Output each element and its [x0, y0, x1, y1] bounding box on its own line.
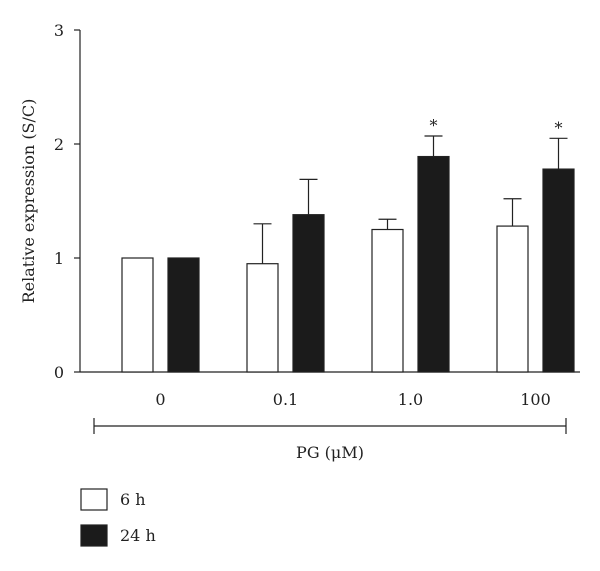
bar-24h: [542, 168, 575, 373]
y-axis-title: Relative expression (S/C): [19, 99, 38, 304]
significance-asterisk: *: [430, 116, 438, 135]
legend-swatch-6h: [80, 488, 108, 511]
y-ticks: 0 1 2 3: [54, 21, 80, 382]
x-tick-labels: 0 0.1 1.0 100: [155, 390, 550, 409]
bar-24h: [167, 257, 200, 373]
bar-24h: [292, 214, 325, 373]
significance-asterisk: *: [555, 118, 563, 137]
legend: 6 h 24 h: [80, 488, 156, 547]
bar-6h: [121, 257, 154, 373]
y-tick-label: 3: [54, 21, 64, 40]
bars: [121, 155, 575, 373]
legend-swatch-24h: [80, 524, 108, 547]
x-axis-title: PG (μM): [296, 443, 364, 462]
significance-markers: * *: [430, 116, 563, 137]
x-tick-label: 0: [155, 390, 165, 409]
bar-6h: [496, 225, 529, 373]
x-tick-label: 1.0: [398, 390, 423, 409]
x-tick-label: 0.1: [273, 390, 298, 409]
bar-24h: [417, 155, 450, 373]
x-tick-label: 100: [520, 390, 551, 409]
x-axis-bracket: [93, 418, 567, 434]
bar-6h: [246, 263, 279, 373]
bar-6h: [371, 228, 404, 373]
error-bars: [253, 135, 568, 264]
y-tick-label: 1: [54, 249, 64, 268]
legend-label-6h: 6 h: [120, 490, 146, 509]
y-tick-label: 0: [54, 363, 64, 382]
y-tick-label: 2: [54, 135, 64, 154]
legend-label-24h: 24 h: [120, 526, 156, 545]
